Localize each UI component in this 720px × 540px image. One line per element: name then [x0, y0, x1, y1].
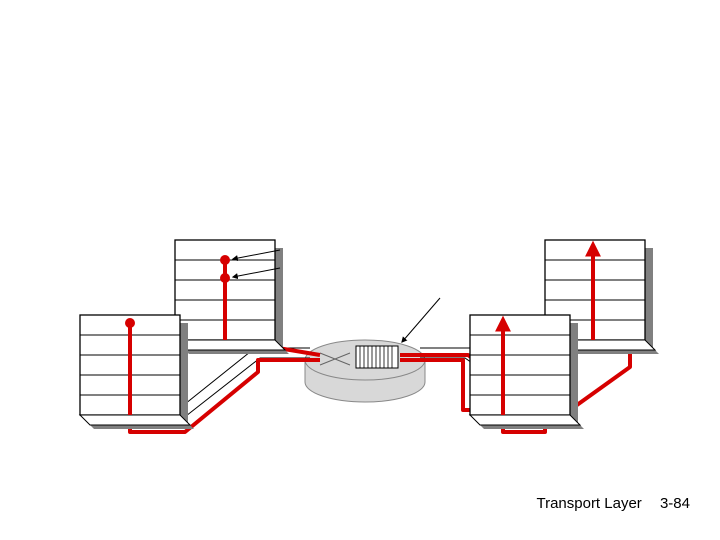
slide-footer: Transport Layer 3-84 [536, 495, 690, 512]
host-h1 [175, 240, 289, 354]
footer-label: Transport Layer [536, 495, 641, 512]
host-h2 [80, 315, 194, 429]
footer-page: 3-84 [660, 495, 690, 512]
router-buffer [356, 346, 398, 368]
host-h4 [470, 315, 584, 429]
